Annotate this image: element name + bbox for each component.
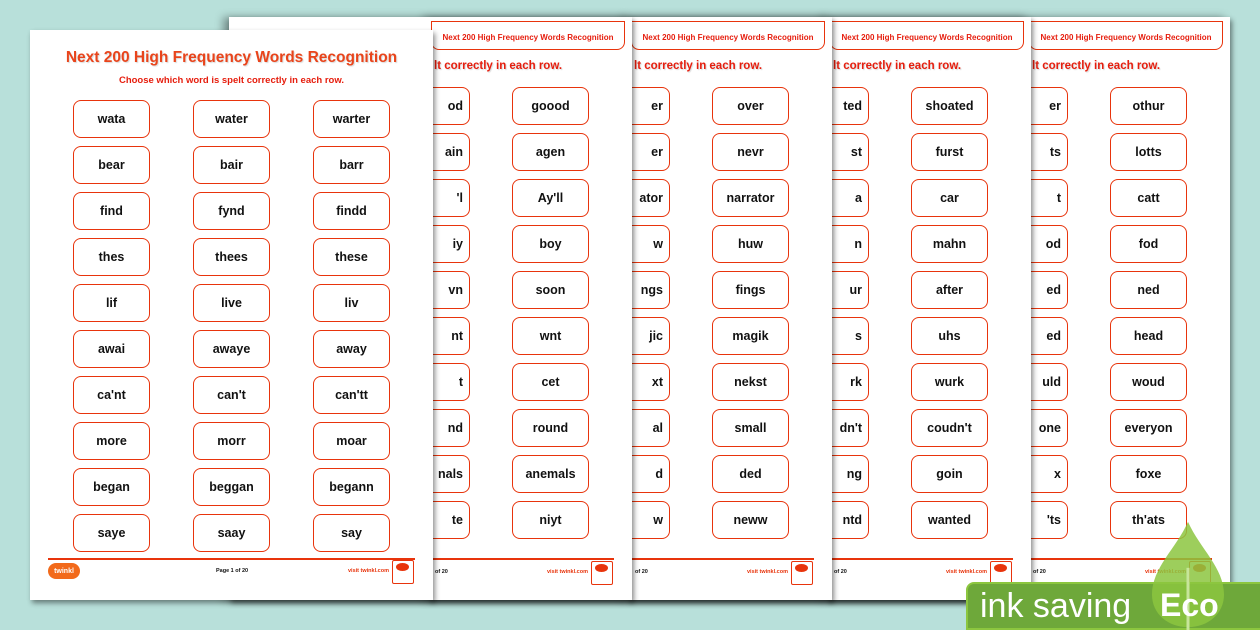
word-option[interactable]: huw [712,225,789,263]
word-option[interactable]: can't [193,376,270,414]
word-option[interactable]: ca'nt [73,376,150,414]
ink-saving-label: ink saving [980,587,1132,625]
quality-badge-icon [791,561,813,585]
word-option[interactable]: lif [73,284,150,322]
page-number: Page 1 of 20 [216,568,249,574]
leaf-icon [1152,521,1224,630]
word-option[interactable]: ded [712,455,789,493]
word-option[interactable]: saye [73,514,150,552]
word-option[interactable]: catt [1110,179,1187,217]
word-option[interactable]: Ay'll [512,179,589,217]
subtitle: lt correctly in each row. [434,60,563,72]
visit-link[interactable]: visit twinkl.com [547,569,588,575]
word-option[interactable]: nekst [712,363,789,401]
word-option[interactable]: fynd [193,192,270,230]
worksheet-page-1: Next 200 High Frequency Words Recognitio… [30,30,433,600]
page-number: of 20 [1033,569,1046,575]
word-option[interactable]: after [911,271,988,309]
header-title-box: Next 200 High Frequency Words Recognitio… [631,21,825,50]
word-option[interactable]: uhs [911,317,988,355]
word-option[interactable]: wanted [911,501,988,539]
page-number: of 20 [435,569,448,575]
word-option[interactable]: foxe [1110,455,1187,493]
word-option[interactable]: goin [911,455,988,493]
word-option[interactable]: goood [512,87,589,125]
word-option[interactable]: small [712,409,789,447]
word-option[interactable]: th'ats [1110,501,1187,539]
word-option[interactable]: awai [73,330,150,368]
word-option[interactable]: niyt [512,501,589,539]
visit-link[interactable]: visit twinkl.com [747,569,788,575]
word-option[interactable]: began [73,468,150,506]
word-option[interactable]: nevr [712,133,789,171]
word-option[interactable]: thees [193,238,270,276]
word-option[interactable]: shoated [911,87,988,125]
eco-label: Eco [1160,587,1219,623]
word-option[interactable]: begann [313,468,390,506]
word-option[interactable]: beggan [193,468,270,506]
word-option[interactable]: over [712,87,789,125]
word-option[interactable]: furst [911,133,988,171]
word-option[interactable]: away [313,330,390,368]
word-option[interactable]: can'tt [313,376,390,414]
visit-link[interactable]: visit twinkl.com [348,568,389,574]
word-option[interactable]: awaye [193,330,270,368]
page-number: of 20 [635,569,648,575]
visit-link[interactable]: visit twinkl.com [946,569,987,575]
word-option[interactable]: mahn [911,225,988,263]
word-option[interactable]: liv [313,284,390,322]
word-option[interactable]: live [193,284,270,322]
word-option[interactable]: thes [73,238,150,276]
word-option[interactable]: fings [712,271,789,309]
word-option[interactable]: narrator [712,179,789,217]
word-option[interactable]: water [193,100,270,138]
subtitle: lt correctly in each row. [833,60,962,72]
word-option[interactable]: woud [1110,363,1187,401]
word-option[interactable]: say [313,514,390,552]
word-option[interactable]: lotts [1110,133,1187,171]
word-option[interactable]: warter [313,100,390,138]
word-option[interactable]: anemals [512,455,589,493]
footer-divider [48,558,415,560]
word-option[interactable]: find [73,192,150,230]
word-option[interactable]: cet [512,363,589,401]
header-title-box: Next 200 High Frequency Words Recognitio… [830,21,1024,50]
word-option[interactable]: wurk [911,363,988,401]
word-option[interactable]: coudn't [911,409,988,447]
word-option[interactable]: wata [73,100,150,138]
word-option[interactable]: neww [712,501,789,539]
word-option[interactable]: magik [712,317,789,355]
word-option[interactable]: head [1110,317,1187,355]
header-title-box: Next 200 High Frequency Words Recognitio… [1029,21,1223,50]
word-option[interactable]: these [313,238,390,276]
word-option[interactable]: boy [512,225,589,263]
word-option[interactable]: moar [313,422,390,460]
word-option[interactable]: round [512,409,589,447]
word-option[interactable]: car [911,179,988,217]
word-option[interactable]: everyon [1110,409,1187,447]
word-option[interactable]: morr [193,422,270,460]
page-number: of 20 [834,569,847,575]
word-option[interactable]: agen [512,133,589,171]
subtitle: lt correctly in each row. [1032,60,1161,72]
word-option[interactable]: bair [193,146,270,184]
twinkl-logo: twinkl [48,563,80,579]
subtitle: Choose which word is spelt correctly in … [118,75,345,86]
word-option[interactable]: bear [73,146,150,184]
word-option[interactable]: findd [313,192,390,230]
word-option[interactable]: othur [1110,87,1187,125]
word-option[interactable]: barr [313,146,390,184]
word-option[interactable]: fod [1110,225,1187,263]
page-title: Next 200 High Frequency Words Recognitio… [65,49,398,66]
word-option[interactable]: saay [193,514,270,552]
subtitle: lt correctly in each row. [634,60,763,72]
quality-badge-icon [591,561,613,585]
word-option[interactable]: wnt [512,317,589,355]
quality-badge-icon [392,560,414,584]
word-option[interactable]: more [73,422,150,460]
word-option[interactable]: ned [1110,271,1187,309]
header-title-box: Next 200 High Frequency Words Recognitio… [431,21,625,50]
word-option[interactable]: soon [512,271,589,309]
